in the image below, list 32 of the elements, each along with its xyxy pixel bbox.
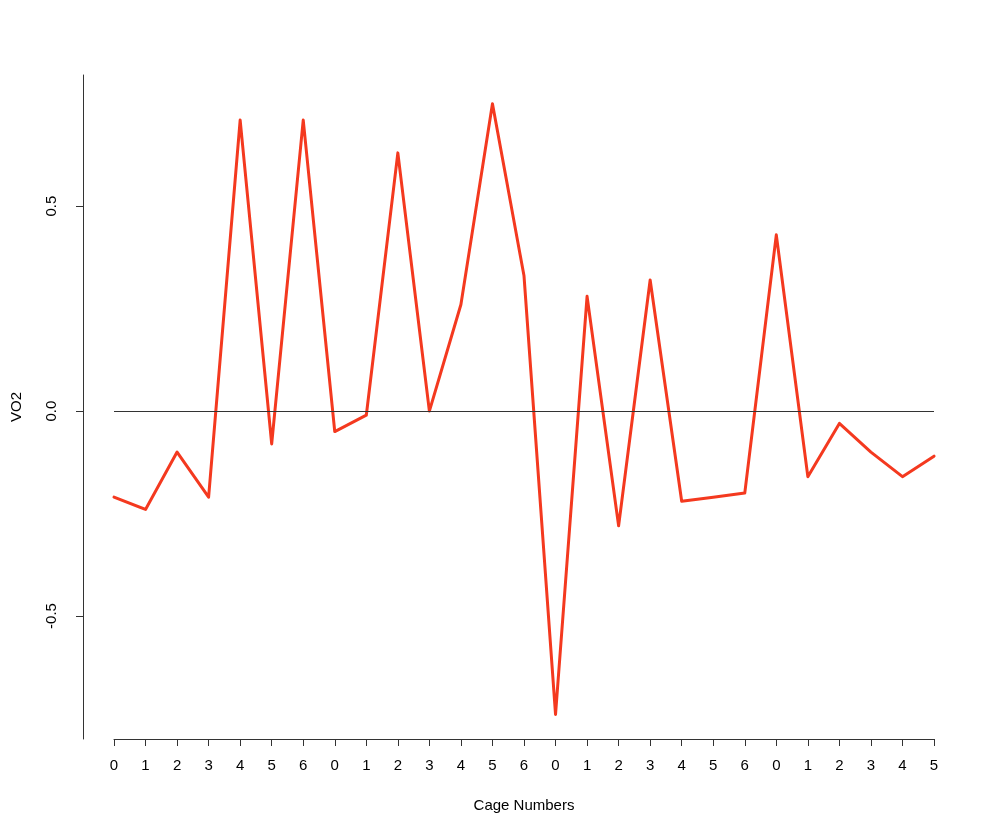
x-tick-label: 1 bbox=[582, 756, 592, 773]
x-tick-label: 4 bbox=[898, 756, 907, 773]
x-tick-label: 1 bbox=[141, 756, 150, 773]
x-tick-label: 5 bbox=[488, 756, 497, 773]
x-tick-label: 4 bbox=[677, 756, 686, 773]
x-tick-label: 2 bbox=[614, 756, 623, 773]
y-axis-title: VO2 bbox=[7, 391, 24, 423]
y-tick-label: -0.5 bbox=[42, 603, 59, 629]
x-tick-label: 2 bbox=[835, 756, 844, 773]
x-tick-label: 2 bbox=[393, 756, 403, 773]
x-tick-label: 1 bbox=[803, 756, 813, 773]
x-tick-label: 6 bbox=[519, 756, 529, 773]
x-tick-label: 4 bbox=[456, 756, 466, 773]
x-tick-label: 1 bbox=[362, 756, 371, 773]
x-tick-label: 3 bbox=[645, 756, 655, 773]
x-tick-label: 3 bbox=[425, 756, 434, 773]
x-tick-label: 3 bbox=[204, 756, 213, 773]
x-tick-label: 0 bbox=[109, 756, 119, 773]
x-tick-label: 5 bbox=[709, 756, 718, 773]
y-tick-label: 0.0 bbox=[42, 400, 59, 422]
x-tick-label: 5 bbox=[929, 756, 939, 773]
x-tick-label: 3 bbox=[866, 756, 876, 773]
x-tick-label: 0 bbox=[330, 756, 339, 773]
x-tick-label: 2 bbox=[172, 756, 182, 773]
x-tick-label: 6 bbox=[299, 756, 308, 773]
x-axis-title: Cage Numbers bbox=[473, 796, 575, 813]
y-tick-label: 0.5 bbox=[42, 195, 59, 217]
x-tick-label: 4 bbox=[235, 756, 245, 773]
x-tick-label: 0 bbox=[551, 756, 560, 773]
x-tick-label: 6 bbox=[740, 756, 749, 773]
x-tick-label: 5 bbox=[267, 756, 276, 773]
x-tick-label: 0 bbox=[772, 756, 781, 773]
